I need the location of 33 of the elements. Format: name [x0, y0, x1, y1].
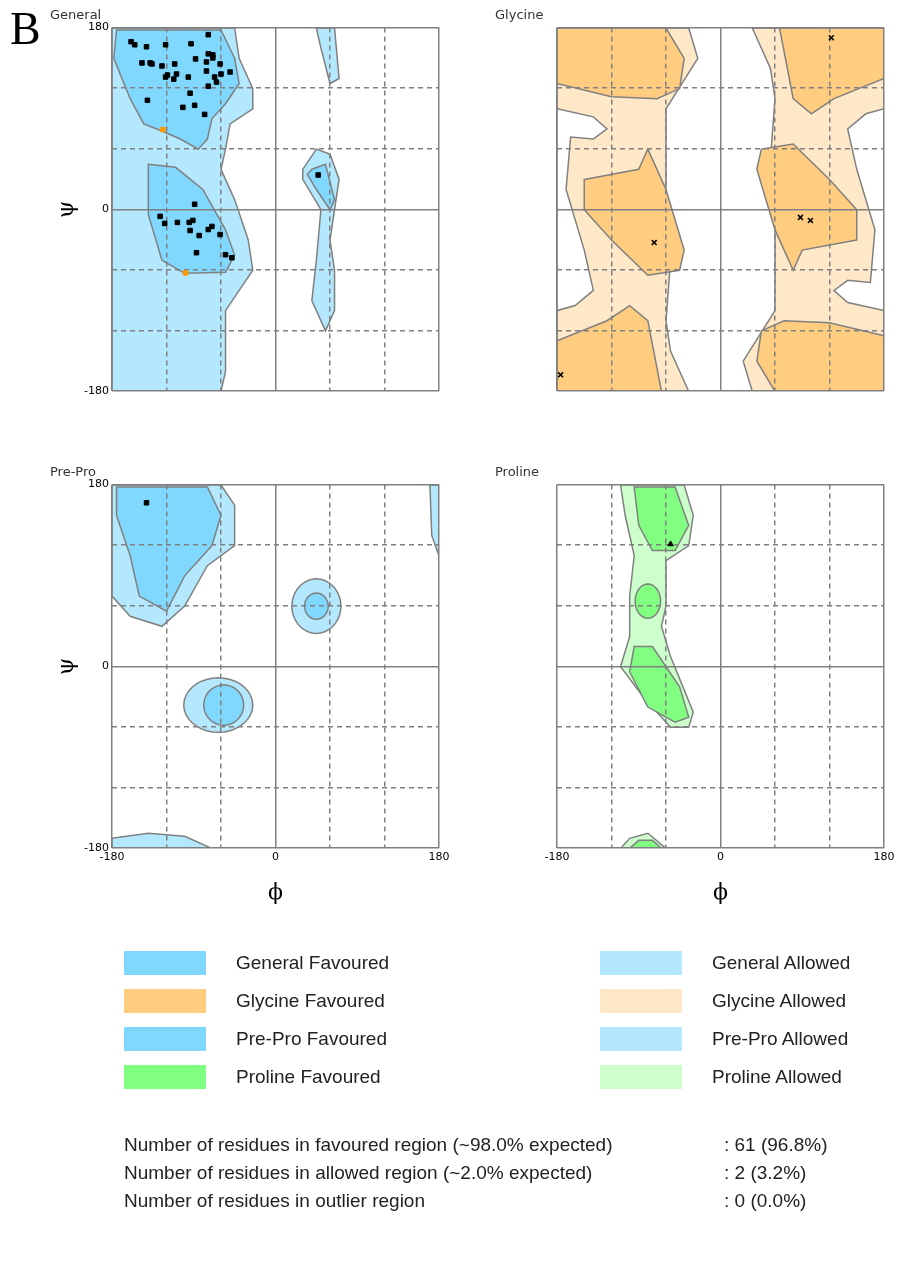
text: Number of residues in favoured region (~98.0% expected) [124, 1134, 614, 1156]
chart-title: General [50, 7, 102, 23]
chart-title: Pre-Pro [50, 464, 97, 480]
text: Number of residues in outlier region [124, 1190, 426, 1212]
text: : 0 (0.0%) [724, 1190, 808, 1212]
y-tick-label: -180 [84, 383, 109, 397]
category-label: Glycine Favoured [236, 990, 385, 1012]
chart-title: Proline [495, 464, 540, 480]
y-tick-label: 0 [102, 659, 109, 673]
chart-title: Glycine [495, 7, 544, 23]
y-tick-label: 0 [102, 202, 109, 216]
text: Number of residues in allowed region (~2.0% expected) [124, 1162, 594, 1184]
text: : 61 (96.8%) [724, 1134, 829, 1156]
y-axis-title: ψ [52, 657, 78, 675]
text: B [10, 2, 41, 55]
category-label: Glycine Allowed [712, 990, 847, 1012]
y-tick-label: 180 [88, 477, 109, 491]
y-tick-label: 180 [88, 20, 109, 34]
category-label: Proline Allowed [712, 1066, 842, 1088]
x-axis-title: ϕ [713, 878, 728, 904]
y-axis-title: ψ [52, 200, 78, 218]
category-label: Pre-Pro Allowed [712, 1028, 849, 1050]
category-label: General Favoured [236, 952, 390, 974]
x-tick-label: -180 [544, 850, 570, 864]
x-tick-label: 180 [428, 850, 450, 864]
x-tick-label: 180 [873, 850, 895, 864]
x-axis-title: ϕ [268, 878, 283, 904]
category-label: Proline Favoured [236, 1066, 381, 1088]
category-label: Pre-Pro Favoured [236, 1028, 388, 1050]
text: : 2 (3.2%) [724, 1162, 808, 1184]
x-tick-label: 0 [272, 850, 279, 864]
category-label: General Allowed [712, 952, 851, 974]
x-tick-label: 0 [717, 850, 724, 864]
